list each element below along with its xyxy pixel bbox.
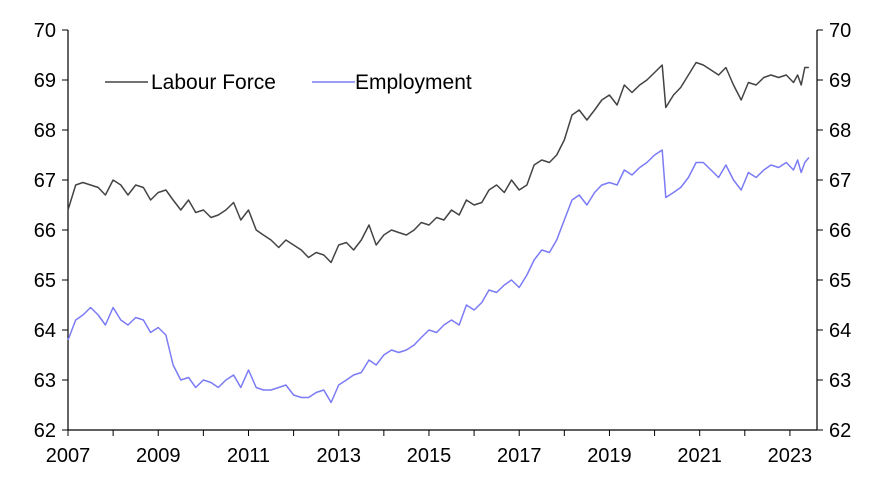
x-tick-label: 2007 (46, 445, 91, 467)
y-tick-label-left: 65 (34, 270, 56, 292)
y-tick-label-left: 64 (34, 320, 56, 342)
x-tick-label: 2017 (497, 445, 542, 467)
x-tick-label: 2021 (677, 445, 722, 467)
y-tick-label-left: 63 (34, 370, 56, 392)
y-tick-label-right: 64 (829, 320, 851, 342)
y-tick-label-left: 67 (34, 170, 56, 192)
series-line-labour-force (67, 61, 809, 264)
x-tick-label: 2015 (407, 445, 452, 467)
y-tick-label-right: 69 (829, 70, 851, 92)
y-tick-label-right: 70 (829, 20, 851, 42)
y-tick-label-right: 67 (829, 170, 851, 192)
legend-label-labour-force: Labour Force (151, 71, 276, 94)
series-line-employment (67, 149, 810, 404)
series-layer (67, 61, 810, 404)
y-tick-label-right: 66 (829, 220, 851, 242)
y-tick-label-right: 65 (829, 270, 851, 292)
legend-label-employment: Employment (355, 71, 472, 94)
x-tick-label: 2011 (227, 445, 270, 467)
y-tick-label-right: 62 (829, 420, 851, 442)
y-tick-label-left: 66 (34, 220, 56, 242)
y-tick-label-left: 62 (34, 420, 56, 442)
x-tick-label: 2019 (587, 445, 632, 467)
x-tick-label: 2023 (768, 445, 813, 467)
x-tick-label: 2009 (136, 445, 181, 467)
y-tick-label-left: 70 (34, 20, 56, 42)
x-tick-label: 2013 (316, 445, 361, 467)
y-tick-label-right: 68 (829, 120, 851, 142)
y-tick-label-right: 63 (829, 370, 851, 392)
y-tick-label-left: 69 (34, 70, 56, 92)
axes: 62 62 63 63 64 64 65 65 66 66 67 67 68 68 69 69 70 70 2007… (34, 20, 852, 467)
y-tick-label-left: 68 (34, 120, 56, 142)
legend: Labour Force Employment (105, 71, 472, 94)
